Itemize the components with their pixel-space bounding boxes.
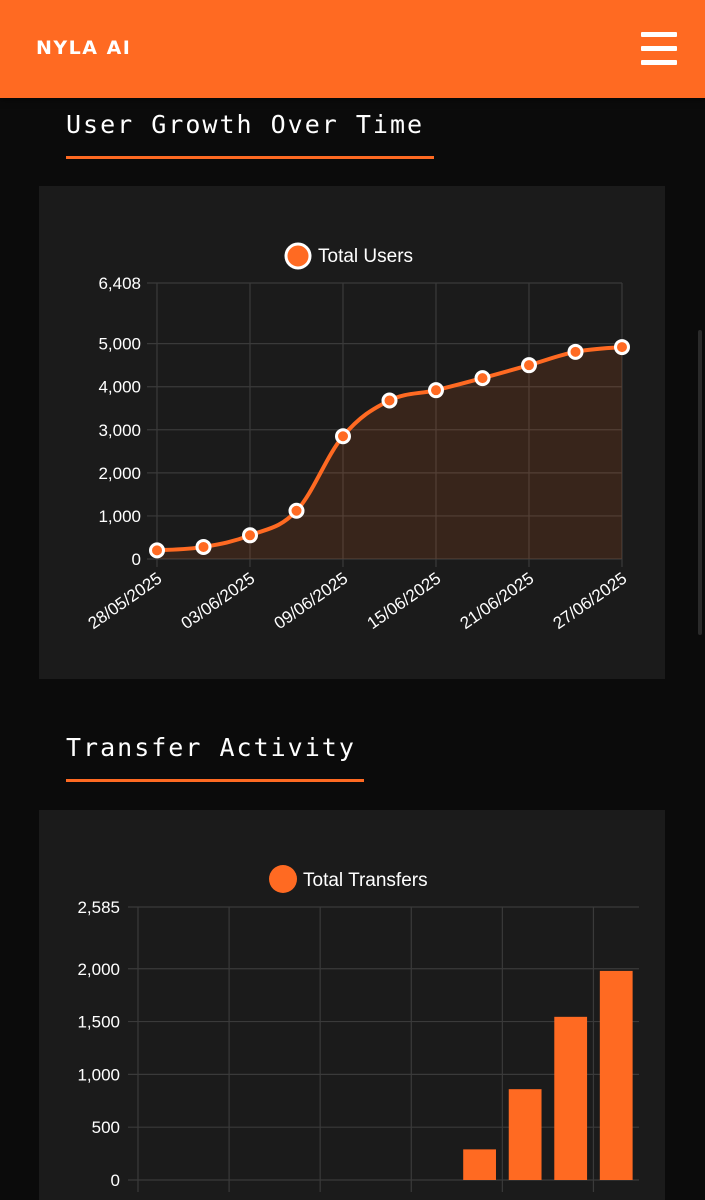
y-tick-label: 2,585	[77, 898, 120, 917]
user-growth-chart-card: Total Users 0 1,000 2,000 3,000 4,000 5,000 6,4…	[39, 186, 665, 679]
bar-total-transfers	[508, 1089, 542, 1180]
x-tick-label: 03/06/2025	[178, 569, 259, 633]
data-point	[567, 343, 584, 360]
y-tick-label: 5,000	[98, 335, 141, 354]
data-point	[428, 382, 444, 399]
area-fill	[157, 347, 622, 559]
bar-total-transfers	[554, 1016, 588, 1180]
x-tick-label: 28/05/2025	[85, 569, 166, 633]
bar-total-transfers	[463, 1149, 496, 1180]
y-tick-label: 2,000	[98, 464, 141, 483]
x-tick-label: 27/06/2025	[550, 569, 631, 633]
data-point	[335, 428, 351, 445]
section-title-user-growth: User Growth Over Time	[66, 110, 425, 139]
top-navbar: NYLA AI	[0, 0, 705, 98]
data-point	[474, 370, 491, 387]
title-underline	[66, 779, 364, 782]
x-tick-label: 09/06/2025	[271, 569, 352, 633]
x-tick-label: 15/06/2025	[364, 569, 445, 633]
y-tick-label: 500	[92, 1118, 120, 1137]
page-scrollbar[interactable]	[698, 330, 702, 635]
section-title-transfer-activity: Transfer Activity	[66, 733, 356, 762]
title-underline	[66, 156, 434, 159]
transfer-activity-chart-card: Total Transfers 0 500 1,000 1,500 2,000 2,585	[39, 810, 665, 1200]
y-tick-label: 2,000	[77, 960, 120, 979]
data-point	[195, 538, 212, 555]
bar-total-transfers	[599, 970, 633, 1180]
legend-label: Total Users	[318, 246, 413, 267]
brand-logo[interactable]: NYLA AI	[36, 37, 132, 59]
x-tick-label: 21/06/2025	[457, 569, 538, 633]
hamburger-menu-icon[interactable]	[639, 30, 679, 66]
data-point	[521, 357, 537, 374]
data-point	[288, 502, 305, 519]
data-point	[149, 542, 165, 559]
y-tick-label: 6,408	[98, 274, 141, 293]
y-tick-label: 0	[111, 1171, 120, 1190]
data-point	[242, 527, 258, 544]
legend-swatch	[269, 865, 297, 893]
y-tick-label: 1,000	[77, 1065, 120, 1084]
y-tick-label: 0	[132, 550, 141, 569]
y-tick-label: 3,000	[98, 421, 141, 440]
transfer-activity-chart: Total Transfers 0 500 1,000 1,500 2,000 2,585	[77, 865, 639, 1192]
user-growth-chart: Total Users 0 1,000 2,000 3,000 4,000 5,000 6,4…	[85, 242, 631, 633]
y-tick-label: 4,000	[98, 378, 141, 397]
data-point	[381, 392, 398, 409]
data-point	[614, 339, 630, 356]
y-tick-label: 1,000	[98, 507, 141, 526]
legend-swatch	[284, 242, 312, 270]
legend-label: Total Transfers	[303, 870, 428, 891]
y-tick-label: 1,500	[77, 1013, 120, 1032]
